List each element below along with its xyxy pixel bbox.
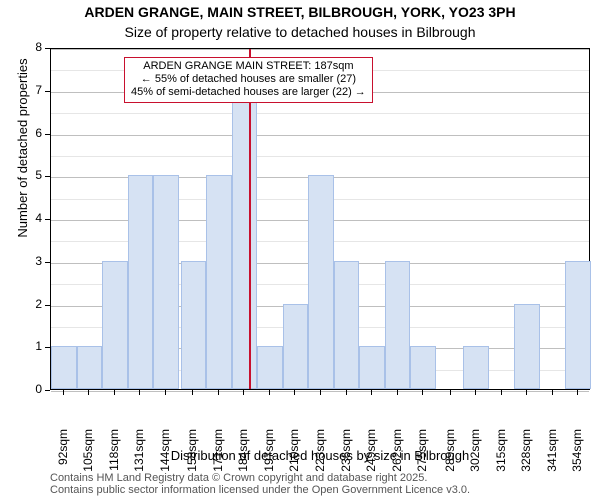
annotation-callout: ARDEN GRANGE MAIN STREET: 187sqm ← 55% o… — [124, 57, 373, 103]
y-tick-mark — [45, 262, 50, 263]
x-tick-mark — [501, 390, 502, 395]
y-tick-label: 1 — [20, 339, 42, 353]
histogram-bar — [77, 346, 103, 389]
x-tick-mark — [450, 390, 451, 395]
x-tick-mark — [371, 390, 372, 395]
histogram-bar — [308, 175, 334, 389]
x-tick-mark — [114, 390, 115, 395]
gridline-minor — [51, 156, 589, 157]
y-tick-label: 7 — [20, 83, 42, 97]
histogram-chart: ARDEN GRANGE, MAIN STREET, BILBROUGH, YO… — [0, 0, 600, 500]
x-tick-mark — [139, 390, 140, 395]
y-tick-label: 6 — [20, 126, 42, 140]
x-tick-mark — [243, 390, 244, 395]
histogram-bar — [359, 346, 385, 389]
x-axis-label: Distribution of detached houses by size … — [50, 448, 590, 463]
x-tick-mark — [218, 390, 219, 395]
y-tick-mark — [45, 390, 50, 391]
histogram-bar — [206, 175, 232, 389]
plot-area: ARDEN GRANGE MAIN STREET: 187sqm ← 55% o… — [50, 48, 590, 390]
annotation-line-1: ARDEN GRANGE MAIN STREET: 187sqm — [131, 60, 366, 73]
y-tick-label: 5 — [20, 168, 42, 182]
x-tick-mark — [422, 390, 423, 395]
x-tick-mark — [397, 390, 398, 395]
x-tick-mark — [294, 390, 295, 395]
annotation-line-3: 45% of semi-detached houses are larger (… — [131, 86, 366, 99]
x-tick-mark — [192, 390, 193, 395]
y-tick-mark — [45, 347, 50, 348]
histogram-bar — [565, 261, 591, 389]
x-tick-mark — [577, 390, 578, 395]
y-tick-label: 8 — [20, 40, 42, 54]
histogram-bar — [334, 261, 360, 389]
histogram-bar — [514, 304, 540, 390]
y-tick-label: 0 — [20, 382, 42, 396]
histogram-bar — [463, 346, 489, 389]
chart-title: ARDEN GRANGE, MAIN STREET, BILBROUGH, YO… — [0, 4, 600, 20]
histogram-bar — [385, 261, 411, 389]
y-tick-mark — [45, 176, 50, 177]
histogram-bar — [257, 346, 283, 389]
x-tick-mark — [526, 390, 527, 395]
histogram-bar — [181, 261, 207, 389]
chart-subtitle: Size of property relative to detached ho… — [0, 24, 600, 40]
histogram-bar — [153, 175, 179, 389]
y-tick-mark — [45, 91, 50, 92]
x-tick-mark — [88, 390, 89, 395]
y-tick-label: 3 — [20, 254, 42, 268]
x-tick-mark — [320, 390, 321, 395]
x-tick-mark — [475, 390, 476, 395]
x-tick-mark — [552, 390, 553, 395]
histogram-bar — [410, 346, 436, 389]
x-tick-mark — [346, 390, 347, 395]
x-tick-mark — [165, 390, 166, 395]
x-tick-mark — [63, 390, 64, 395]
histogram-bar — [102, 261, 128, 389]
footer-line-1: Contains HM Land Registry data © Crown c… — [50, 472, 590, 484]
footer-line-2: Contains public sector information licen… — [50, 484, 590, 496]
annotation-line-2: ← 55% of detached houses are smaller (27… — [131, 73, 366, 86]
y-tick-label: 2 — [20, 297, 42, 311]
y-tick-mark — [45, 305, 50, 306]
x-tick-mark — [269, 390, 270, 395]
y-tick-label: 4 — [20, 211, 42, 225]
histogram-bar — [283, 304, 309, 390]
y-tick-mark — [45, 48, 50, 49]
gridline-major — [51, 49, 589, 50]
y-tick-mark — [45, 219, 50, 220]
histogram-bar — [128, 175, 154, 389]
gridline-minor — [51, 113, 589, 114]
footer-attribution: Contains HM Land Registry data © Crown c… — [50, 472, 590, 496]
gridline-major — [51, 135, 589, 136]
histogram-bar — [51, 346, 77, 389]
histogram-bar — [232, 90, 258, 389]
y-tick-mark — [45, 134, 50, 135]
